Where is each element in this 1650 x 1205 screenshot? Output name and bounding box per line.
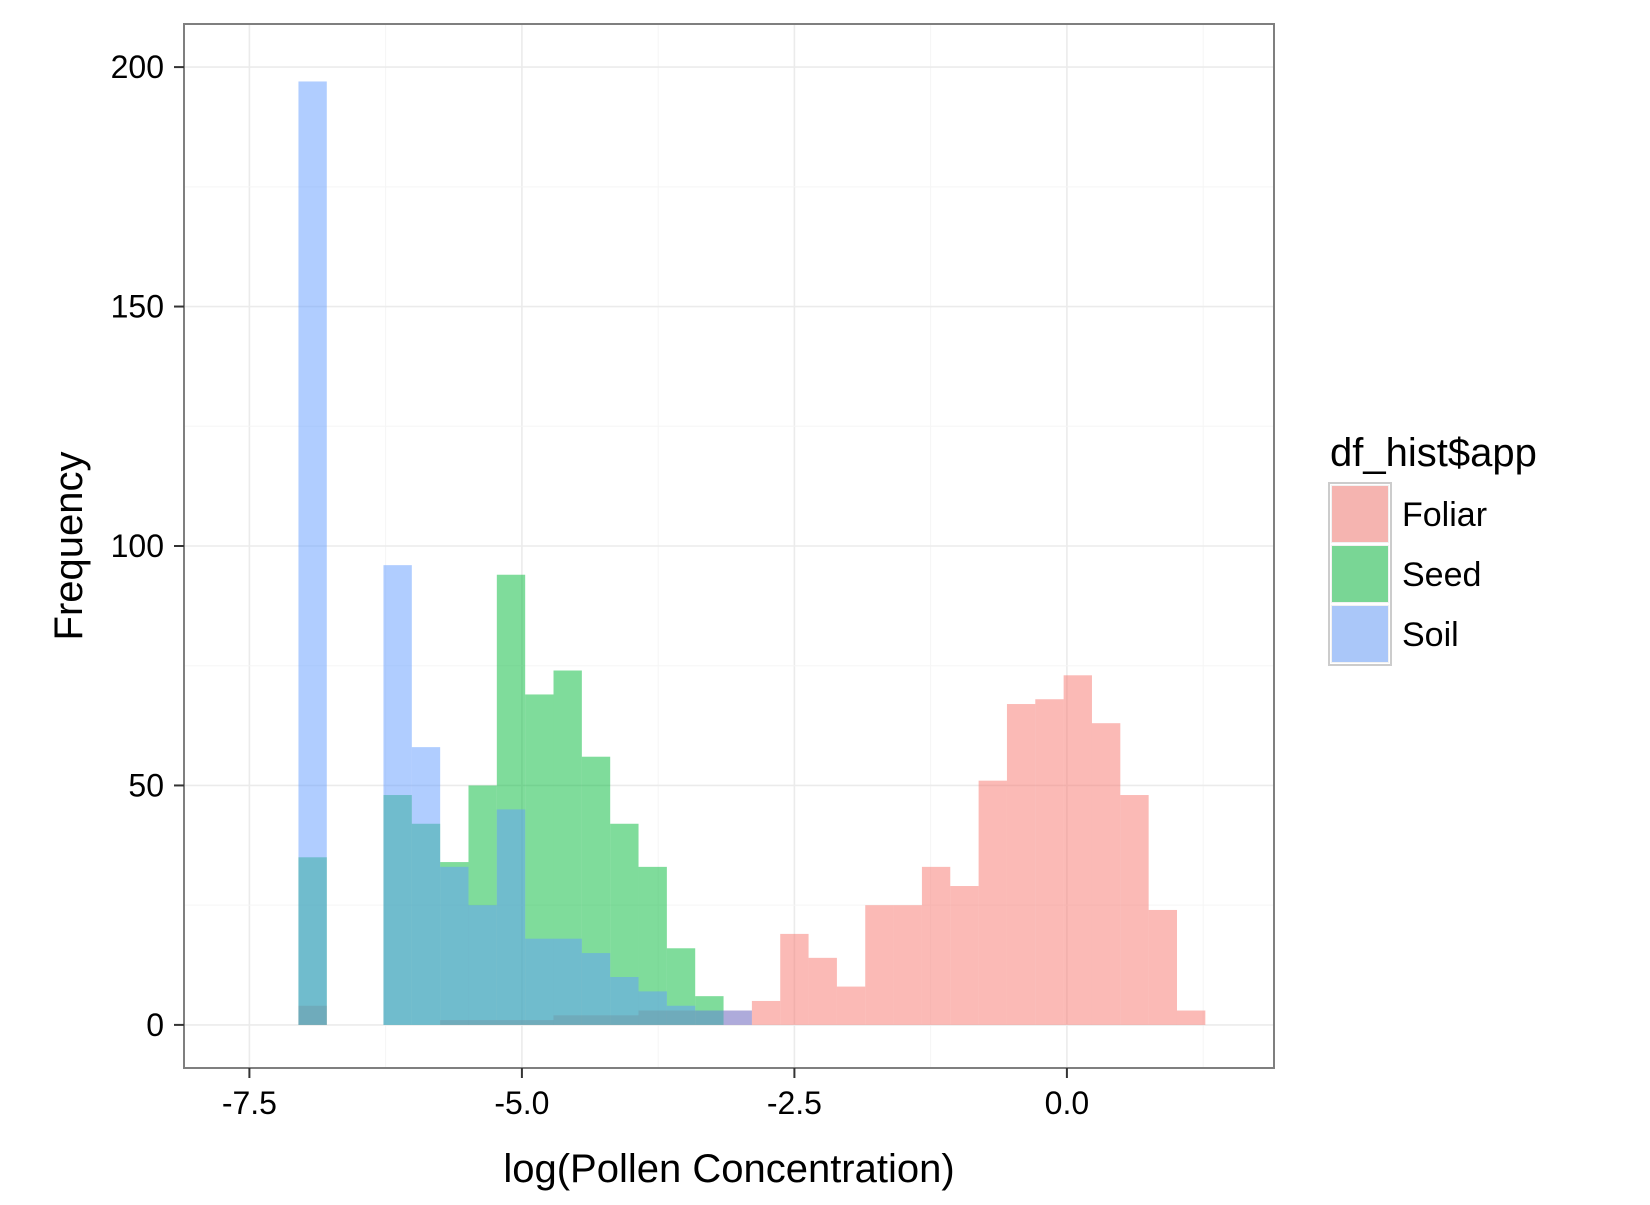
y-tick-label: 100	[111, 528, 164, 564]
y-tick-label: 200	[111, 49, 164, 85]
histogram-bar-foliar	[1006, 704, 1036, 1025]
histogram-bar-foliar	[1176, 1010, 1206, 1025]
histogram-bar-soil	[666, 1005, 696, 1025]
histogram-bar-foliar	[921, 866, 951, 1025]
histogram-bar-foliar	[1091, 723, 1121, 1025]
histogram-bar-soil	[581, 953, 611, 1025]
x-tick-label: -7.5	[222, 1085, 277, 1121]
histogram-bar-foliar	[836, 986, 866, 1025]
histogram-bar-foliar	[893, 905, 922, 1025]
x-tick-label: 0.0	[1045, 1085, 1089, 1121]
series-soil	[298, 81, 752, 1025]
histogram-bar-soil	[610, 977, 639, 1025]
legend-label-foliar: Foliar	[1402, 496, 1487, 534]
histogram-bar-soil	[411, 747, 441, 1025]
histogram-bar-foliar	[950, 886, 979, 1025]
histogram-bar-foliar	[808, 957, 837, 1025]
histogram-bar-soil	[723, 1010, 752, 1025]
histogram-bar-foliar	[751, 1000, 781, 1025]
histogram-bar-foliar	[1148, 909, 1177, 1025]
histogram-bar-foliar	[1035, 699, 1064, 1025]
y-axis: 0 50 100 150 200	[111, 49, 184, 1043]
histogram-bar-soil	[383, 565, 412, 1025]
histogram-bar-soil	[553, 938, 582, 1025]
histogram-bar-soil	[496, 809, 526, 1025]
legend-key-seed	[1332, 546, 1388, 602]
legend-key-soil	[1332, 606, 1388, 662]
histogram-bar-foliar	[978, 780, 1007, 1025]
histogram-bar-foliar	[1120, 795, 1149, 1025]
histogram-bar-soil	[440, 866, 469, 1025]
histogram-bar-foliar	[780, 933, 809, 1025]
histogram-bar-soil	[525, 938, 554, 1025]
y-axis-title: Frequency	[47, 452, 91, 641]
y-tick-label: 0	[146, 1007, 164, 1043]
x-axis-title: log(Pollen Concentration)	[503, 1147, 954, 1191]
x-axis: -7.5 -5.0 -2.5 0.0	[222, 1068, 1089, 1121]
histogram-bar-soil	[298, 81, 327, 1025]
legend-label-seed: Seed	[1402, 556, 1481, 594]
legend-label-soil: Soil	[1402, 616, 1459, 654]
y-tick-label: 50	[128, 767, 164, 803]
histogram-bar-foliar	[1063, 675, 1092, 1025]
histogram-bar-soil	[468, 905, 497, 1025]
legend-key-frame	[1328, 482, 1392, 666]
x-tick-label: -5.0	[494, 1085, 549, 1121]
x-tick-label: -2.5	[767, 1085, 822, 1121]
legend-key-foliar	[1332, 486, 1388, 542]
histogram-bar-foliar	[865, 905, 894, 1025]
histogram-bar-soil	[695, 1010, 724, 1025]
legend: df_hist$app Foliar Seed Soil	[1328, 431, 1537, 666]
y-tick-label: 150	[111, 289, 164, 325]
legend-title: df_hist$app	[1330, 431, 1537, 475]
histogram-bar-soil	[638, 991, 667, 1025]
histogram-bars	[298, 81, 1206, 1025]
